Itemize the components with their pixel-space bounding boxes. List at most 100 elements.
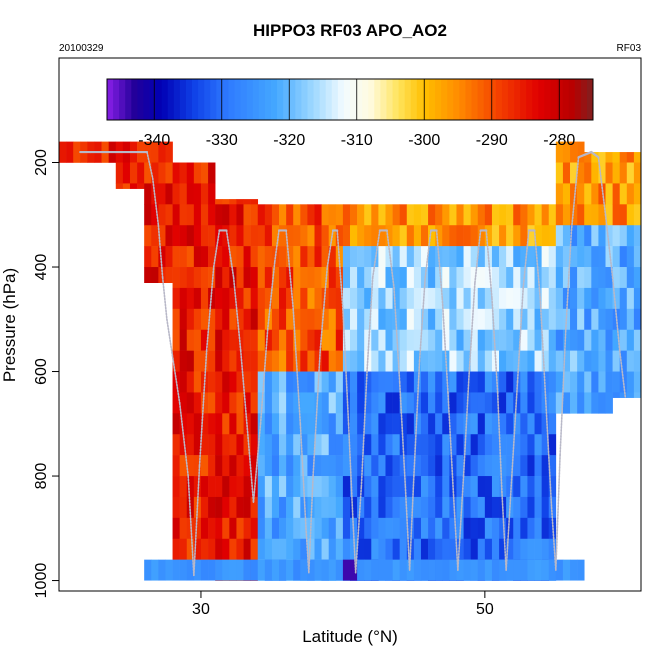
heatmap-cell — [335, 308, 344, 331]
heatmap-cell — [435, 413, 443, 435]
x-axis: 30 50 — [192, 591, 494, 618]
heatmap-cell — [378, 413, 386, 435]
colorbar-swatch — [520, 79, 527, 120]
heatmap-cell — [271, 559, 280, 581]
heatmap-cell — [456, 246, 464, 268]
heatmap-cell — [555, 267, 564, 289]
heatmap-cell — [413, 413, 422, 435]
y-tick-label: 800 — [33, 463, 50, 490]
heatmap-cell — [264, 204, 273, 226]
heatmap-cell — [293, 476, 301, 498]
heatmap-cell — [527, 434, 535, 456]
heatmap-cell — [633, 183, 642, 205]
track-segment — [360, 370, 368, 488]
track-segment — [452, 496, 459, 571]
heatmap-cell — [470, 246, 479, 268]
heatmap-cell — [314, 496, 322, 519]
heatmap-cell — [428, 496, 436, 519]
heatmap-cell — [321, 413, 330, 435]
heatmap-cell — [520, 225, 528, 247]
heatmap-cell — [342, 392, 351, 414]
heatmap-cell — [584, 287, 592, 310]
heatmap-cell — [250, 517, 259, 540]
heatmap-cell — [385, 267, 393, 289]
heatmap-cell — [328, 267, 337, 289]
heatmap-cell — [271, 225, 280, 247]
heatmap-cell — [534, 517, 542, 540]
heatmap-cell — [598, 308, 606, 331]
heatmap-cell — [499, 538, 507, 560]
heatmap-cell — [420, 455, 429, 477]
heatmap-cell — [619, 183, 628, 205]
heatmap-cell — [371, 287, 379, 310]
heatmap-cell — [321, 329, 330, 351]
heatmap-cell — [584, 267, 592, 289]
date-label: 20100329 — [59, 43, 104, 54]
track-segment — [161, 276, 168, 321]
track-segment — [418, 276, 427, 362]
heatmap-cell — [520, 329, 528, 351]
heatmap-cell — [378, 371, 386, 393]
heatmap-cell — [570, 162, 578, 184]
heatmap-cell — [413, 287, 422, 310]
heatmap-cell — [605, 371, 613, 393]
heatmap-cell — [179, 308, 188, 331]
heatmap-cell — [527, 267, 535, 289]
heatmap-cell — [321, 559, 330, 581]
heatmap-cell — [250, 308, 259, 331]
heatmap-cell — [257, 559, 266, 581]
heatmap-cell — [499, 434, 507, 456]
heatmap-cell — [215, 455, 223, 477]
heatmap-cell — [250, 287, 259, 310]
track-segment — [198, 349, 208, 467]
heatmap-cell — [286, 434, 294, 456]
heatmap-cell — [208, 162, 216, 184]
heatmap-cell — [300, 350, 308, 372]
heatmap-cell — [506, 204, 514, 226]
heatmap-cell — [172, 392, 180, 414]
heatmap-cell — [591, 329, 599, 351]
heatmap-cell — [357, 246, 365, 268]
track-segment — [408, 475, 415, 571]
colorbar-swatch — [350, 79, 357, 120]
heatmap-cell — [413, 225, 422, 247]
heatmap-cell — [328, 413, 337, 435]
heatmap-cell — [570, 559, 578, 581]
heatmap-cell — [548, 434, 557, 456]
heatmap-cell — [293, 225, 301, 247]
heatmap-cell — [257, 287, 266, 310]
heatmap-cell — [442, 329, 450, 351]
heatmap-cell — [186, 559, 195, 581]
colorbar-swatch — [283, 79, 290, 120]
heatmap-cell — [449, 287, 457, 310]
heatmap-cell — [200, 204, 209, 226]
heatmap-cell — [314, 413, 322, 435]
heatmap-cell — [477, 267, 486, 289]
heatmap-cell — [584, 152, 592, 163]
heatmap-cell — [463, 204, 471, 226]
track-segment — [273, 229, 280, 263]
heatmap-cell — [527, 392, 535, 414]
heatmap-cell — [420, 246, 429, 268]
heatmap-cell — [321, 476, 330, 498]
heatmap-cell — [392, 329, 400, 351]
heatmap-cell — [165, 559, 173, 581]
heatmap-cell — [463, 559, 471, 581]
heatmap-cell — [335, 267, 344, 289]
heatmap-cell — [598, 225, 606, 247]
heatmap-cell — [364, 559, 372, 581]
heatmap-cell — [300, 538, 308, 560]
colorbar-swatch — [514, 79, 521, 120]
heatmap-cell — [491, 413, 500, 435]
track-segment — [225, 229, 235, 279]
heatmap-cell — [406, 496, 415, 519]
heatmap-cell — [222, 308, 230, 331]
heatmap-cell — [222, 392, 230, 414]
heatmap-cell — [286, 225, 294, 247]
heatmap-cell — [371, 434, 379, 456]
heatmap-cell — [463, 308, 471, 331]
heatmap-cell — [399, 496, 408, 519]
heatmap-cell — [378, 392, 386, 414]
heatmap-cell — [293, 496, 301, 519]
heatmap-cell — [406, 455, 415, 477]
